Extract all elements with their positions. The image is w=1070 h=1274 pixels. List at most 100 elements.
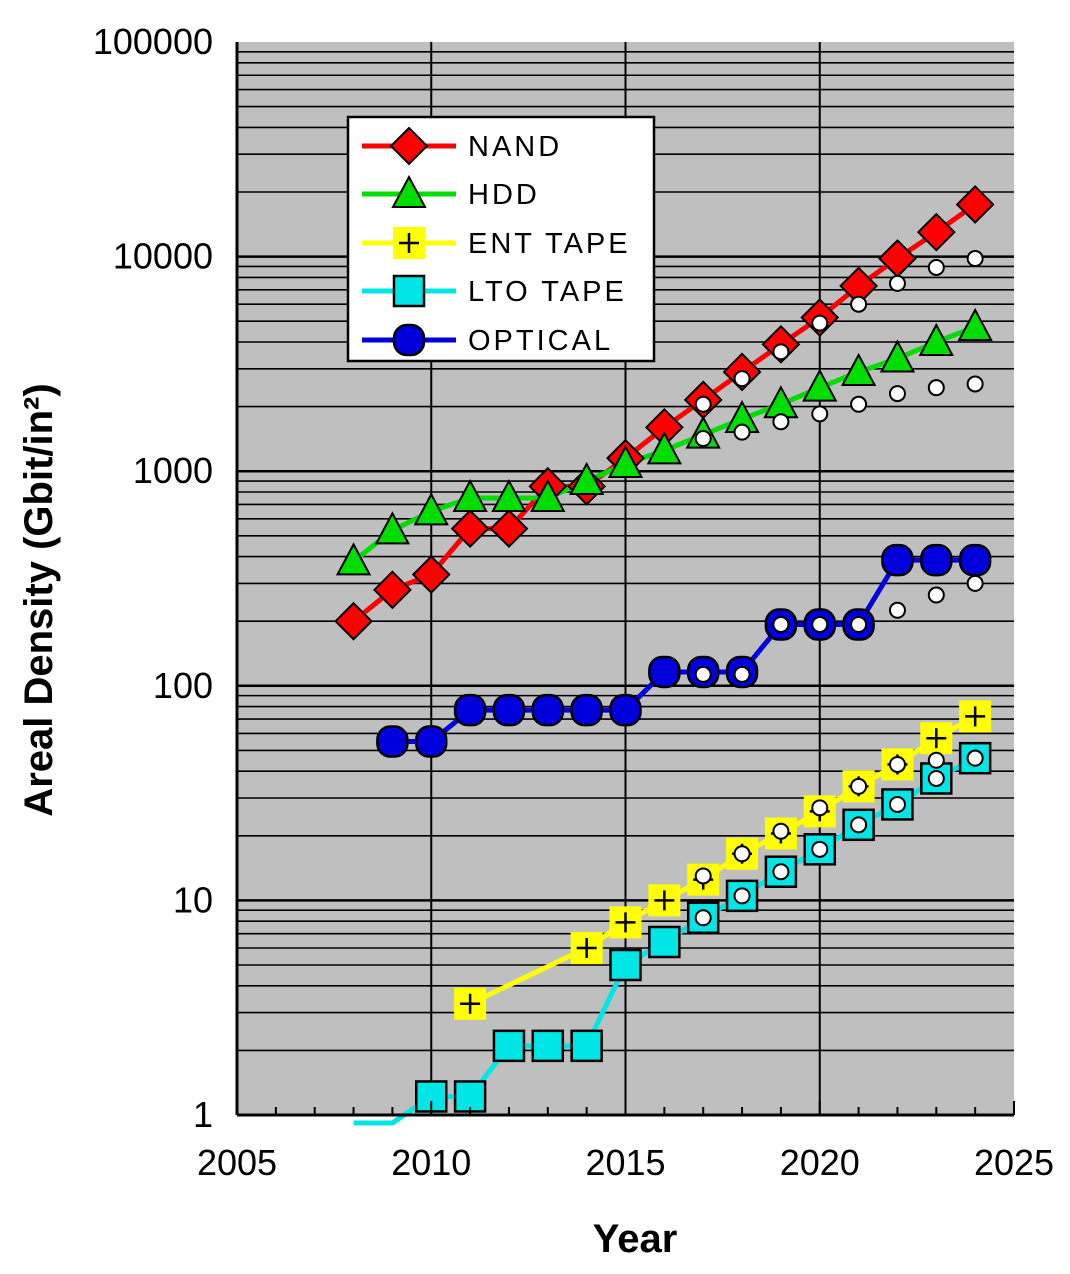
projection-point-hdd xyxy=(888,385,906,403)
projection-point-optical xyxy=(927,586,945,604)
y-tick-label: 10 xyxy=(173,879,213,920)
data-point-hdd xyxy=(607,444,644,479)
projection-point-lto-tape xyxy=(811,840,829,858)
projection-point-nand xyxy=(733,370,751,388)
y-tick-label: 1 xyxy=(193,1094,213,1135)
projection-point-optical xyxy=(888,601,906,619)
projection-point-optical xyxy=(694,665,712,683)
projection-point-optical xyxy=(811,616,829,634)
data-point-hdd xyxy=(413,492,449,526)
legend-label-lto-tape: LTO TAPE xyxy=(468,276,627,308)
legend-marker-optical xyxy=(392,323,426,357)
projection-point-lto-tape xyxy=(772,863,790,881)
projection-point-nand xyxy=(927,258,945,276)
data-point-lto-tape xyxy=(648,925,681,959)
projection-point-hdd xyxy=(772,413,790,431)
data-point-hdd xyxy=(452,478,488,513)
data-point-lto-tape xyxy=(453,1080,487,1113)
projection-point-ent-tape xyxy=(772,822,790,840)
projection-point-optical xyxy=(733,665,751,683)
y-axis-title: Areal Density (Gbit/in²) xyxy=(17,383,61,816)
series-line-optical xyxy=(392,557,976,745)
data-point-hdd xyxy=(840,352,877,386)
data-point-nand xyxy=(916,212,956,252)
projection-point-lto-tape xyxy=(850,816,868,834)
data-point-lto-tape xyxy=(570,1029,603,1063)
legend: NAND HDD ENT TAPE LTO TAPE OPTICAL xyxy=(346,115,656,363)
legend-marker-hdd xyxy=(391,174,427,208)
data-point-hdd xyxy=(530,478,566,513)
projection-point-nand xyxy=(888,274,906,292)
data-point-optical xyxy=(376,725,409,758)
y-tick-label: 100 xyxy=(153,665,213,706)
data-point-hdd xyxy=(918,322,954,356)
projection-point-lto-tape xyxy=(966,749,984,767)
data-point-optical xyxy=(881,543,914,577)
projection-point-nand xyxy=(811,314,829,332)
data-point-hdd xyxy=(879,339,916,373)
projection-point-lto-tape xyxy=(694,909,712,927)
data-point-lto-tape xyxy=(415,1080,448,1113)
x-tick-label: 2015 xyxy=(585,1142,665,1183)
x-tick-label: 2025 xyxy=(974,1142,1054,1183)
data-point-nand xyxy=(450,509,490,549)
projection-point-lto-tape xyxy=(733,887,751,905)
x-axis-title: Year xyxy=(593,1217,678,1261)
data-point-optical xyxy=(453,693,487,727)
x-tick-label: 2010 xyxy=(391,1142,471,1183)
legend-marker-ent-tape xyxy=(393,227,425,259)
legend-label-hdd: HDD xyxy=(468,179,540,211)
data-point-ent-tape xyxy=(920,722,953,755)
legend-marker-nand xyxy=(389,126,429,166)
legend-label-nand: NAND xyxy=(468,131,562,163)
projection-point-hdd xyxy=(694,430,712,448)
data-point-optical xyxy=(648,655,681,689)
legend-marker-lto-tape xyxy=(392,274,426,308)
data-point-ent-tape xyxy=(570,932,603,965)
data-point-optical xyxy=(958,543,992,577)
y-tick-label: 1000 xyxy=(133,450,213,491)
data-point-optical xyxy=(609,693,642,727)
data-point-lto-tape xyxy=(492,1029,526,1063)
projection-point-ent-tape xyxy=(850,777,868,795)
data-point-ent-tape xyxy=(454,987,487,1020)
legend-label-ent-tape: ENT TAPE xyxy=(468,228,631,260)
data-point-optical xyxy=(492,693,526,727)
data-point-optical xyxy=(570,693,603,727)
projection-point-nand xyxy=(966,249,984,267)
projection-point-nand xyxy=(850,295,868,313)
projection-point-optical xyxy=(772,616,790,634)
projection-point-hdd xyxy=(850,395,868,413)
projection-point-ent-tape xyxy=(811,799,829,817)
data-point-nand xyxy=(955,185,995,224)
data-point-nand xyxy=(334,601,373,641)
projection-point-ent-tape xyxy=(927,751,945,769)
projection-point-optical xyxy=(850,616,868,634)
projection-point-ent-tape xyxy=(888,755,906,773)
data-point-ent-tape xyxy=(609,906,642,939)
x-tick-label: 2020 xyxy=(780,1142,860,1183)
data-point-ent-tape xyxy=(959,700,992,733)
data-point-hdd xyxy=(646,431,683,465)
projection-point-hdd xyxy=(733,423,751,441)
projection-point-hdd xyxy=(966,375,984,393)
y-tick-label: 100000 xyxy=(93,21,213,62)
projection-markers xyxy=(694,249,984,927)
projection-point-lto-tape xyxy=(888,795,906,813)
data-point-hdd xyxy=(335,542,372,576)
data-point-ent-tape xyxy=(648,884,681,917)
data-point-lto-tape xyxy=(609,948,642,982)
data-point-optical xyxy=(415,725,448,758)
data-point-hdd xyxy=(802,368,838,402)
projection-point-nand xyxy=(694,395,712,413)
data-point-nand xyxy=(411,555,451,594)
x-tick-labels: 2005 2010 2015 2020 2025 xyxy=(197,1142,1054,1183)
projection-point-hdd xyxy=(811,405,829,423)
projection-point-ent-tape xyxy=(733,845,751,863)
y-tick-label: 10000 xyxy=(113,236,213,277)
data-point-nand xyxy=(372,570,412,610)
y-tick-labels: 1 10 100 1000 10000 100000 xyxy=(93,21,213,1135)
projection-point-ent-tape xyxy=(694,867,712,885)
data-point-nand xyxy=(489,509,529,549)
